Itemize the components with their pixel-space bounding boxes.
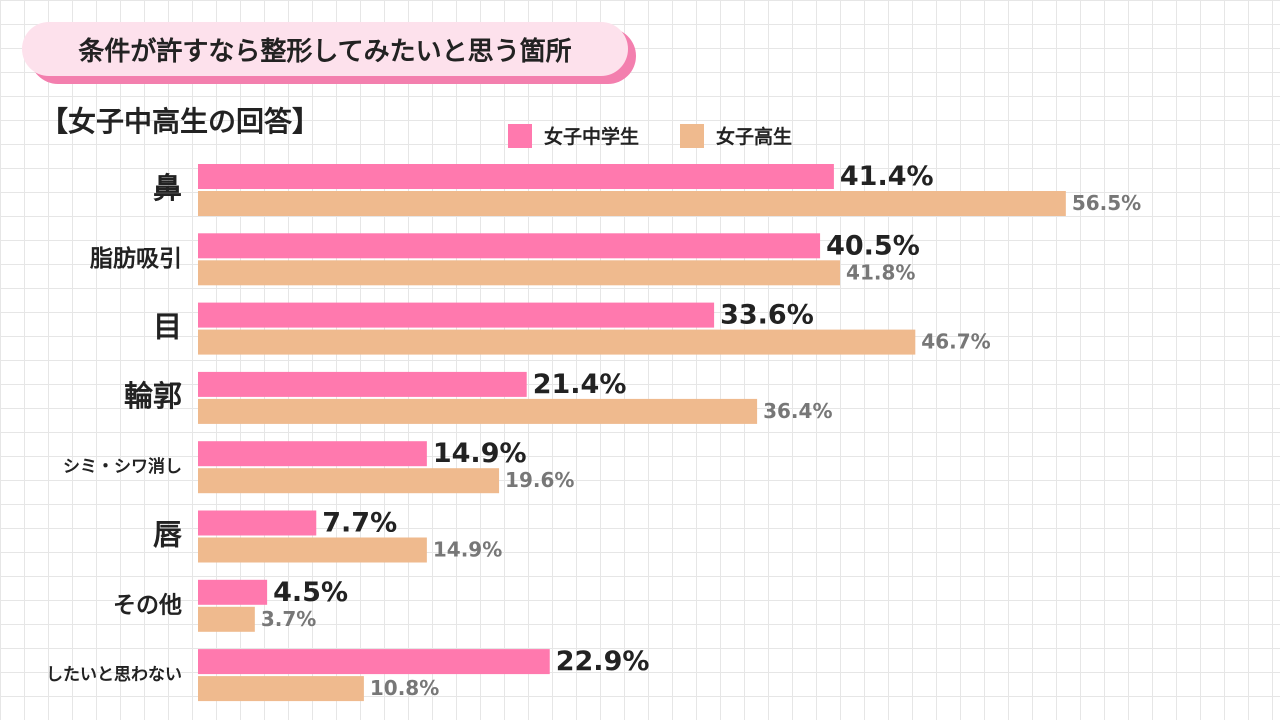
- category-label: 目: [153, 310, 182, 344]
- category-label: 鼻: [153, 171, 182, 205]
- bar-series2: [198, 191, 1066, 216]
- legend-item-series2: 女子高生: [680, 122, 792, 149]
- data-label-series2: 56.5%: [1072, 191, 1141, 215]
- bar-series1: [198, 371, 527, 397]
- legend-swatch-series2: [680, 123, 704, 148]
- bar-series2: [198, 537, 427, 563]
- data-label-series2: 19.6%: [505, 468, 574, 492]
- legend-swatch-series1: [508, 123, 532, 148]
- data-label-series1: 4.5%: [273, 577, 348, 608]
- bar-series2: [198, 606, 255, 632]
- category-label: 輪郭: [124, 379, 182, 413]
- chart-title-text: 条件が許すなら整形してみたいと思う箇所: [78, 36, 572, 67]
- category-label: 唇: [153, 518, 182, 552]
- bar-series1: [198, 441, 427, 467]
- category-label: その他: [113, 592, 182, 618]
- data-label-series1: 33.6%: [720, 300, 814, 331]
- legend-label-series1: 女子中学生: [544, 126, 640, 148]
- legend-item-series1: 女子中学生: [508, 122, 639, 149]
- category-label: したいと思わない: [46, 665, 182, 685]
- category-label: 脂肪吸引: [90, 245, 182, 272]
- data-label-series2: 41.8%: [846, 260, 915, 284]
- data-label-series1: 41.4%: [840, 161, 934, 192]
- bar-series2: [198, 468, 500, 494]
- data-label-series2: 3.7%: [261, 607, 316, 631]
- bar-series2: [198, 398, 758, 424]
- bar-series1: [198, 510, 317, 536]
- data-label-series1: 40.5%: [826, 230, 920, 261]
- data-label-series2: 10.8%: [370, 676, 439, 700]
- data-label-series1: 14.9%: [433, 438, 527, 469]
- data-label-series1: 7.7%: [322, 508, 397, 539]
- legend-label-series2: 女子高生: [716, 126, 793, 148]
- bar-series1: [198, 302, 715, 328]
- data-label-series2: 14.9%: [433, 538, 502, 562]
- bar-series2: [198, 676, 364, 702]
- data-label-series1: 22.9%: [556, 646, 650, 677]
- category-label: シミ・シワ消し: [63, 456, 182, 477]
- bar-series1: [198, 579, 268, 605]
- bar-series1: [198, 233, 821, 259]
- bar-series2: [198, 329, 916, 355]
- chart-subtitle: 【女子中高生の回答】: [40, 105, 321, 138]
- data-label-series2: 36.4%: [763, 399, 832, 423]
- bar-series1: [198, 164, 834, 189]
- chart-title: 条件が許すなら整形してみたいと思う箇所: [22, 22, 628, 76]
- bar-series2: [198, 260, 841, 286]
- bar-series1: [198, 649, 550, 675]
- data-label-series2: 46.7%: [921, 330, 990, 354]
- data-label-series1: 21.4%: [533, 369, 627, 400]
